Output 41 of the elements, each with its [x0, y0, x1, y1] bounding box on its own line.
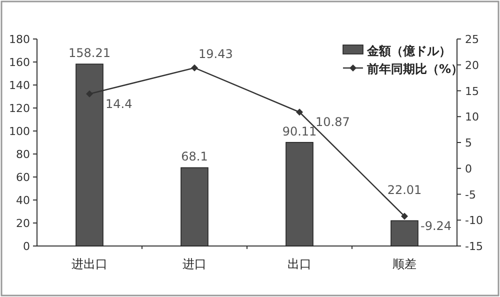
y2-tick-label: 0	[465, 162, 472, 176]
data-label: -9.24	[420, 219, 452, 234]
legend-label: 金額（億ドル）	[366, 44, 451, 58]
x-tick-label: 出口	[288, 257, 312, 271]
y-tick-label: 20	[16, 217, 30, 230]
point	[86, 90, 93, 98]
x-tick-label: 进口	[182, 257, 206, 271]
data-label: 68.1	[181, 150, 208, 164]
y-tick-label: 120	[9, 102, 30, 115]
data-label: 158.21	[68, 46, 110, 60]
x-tick-label: 顺差	[392, 257, 416, 271]
point	[296, 108, 303, 116]
y-tick-label: 100	[9, 125, 30, 138]
data-label: 19.43	[198, 46, 233, 61]
y2-tick-label: -15	[465, 240, 483, 253]
point	[401, 212, 408, 220]
bar	[390, 220, 418, 246]
x-tick-label: 进出口	[72, 257, 108, 271]
y2-tick-label: 20	[465, 58, 479, 72]
y-tick-label: 180	[9, 33, 30, 46]
data-label: 14.4	[106, 96, 132, 111]
bar	[286, 142, 314, 246]
data-label: 90.11	[282, 124, 317, 138]
y-tick-label: 0	[23, 240, 30, 253]
bar	[180, 167, 208, 246]
y2-tick-label: 5	[465, 136, 472, 150]
bar	[76, 64, 104, 246]
y-tick-label: 160	[9, 56, 30, 69]
y-tick-label: 60	[16, 171, 30, 184]
y2-tick-label: 15	[465, 84, 479, 98]
y2-tick-label: 25	[465, 33, 479, 46]
y2-tick-label: 10	[465, 110, 479, 124]
data-label: 10.87	[316, 115, 350, 130]
legend-label: 前年同期比（%）	[366, 62, 464, 76]
y2-tick-label: -5	[465, 188, 476, 202]
y-tick-label: 80	[16, 148, 30, 161]
y2-tick-label: -10	[465, 214, 483, 228]
y-tick-label: 40	[16, 194, 30, 207]
data-label: 22.01	[387, 183, 422, 198]
y-tick-label: 140	[9, 79, 30, 92]
point	[191, 64, 198, 72]
